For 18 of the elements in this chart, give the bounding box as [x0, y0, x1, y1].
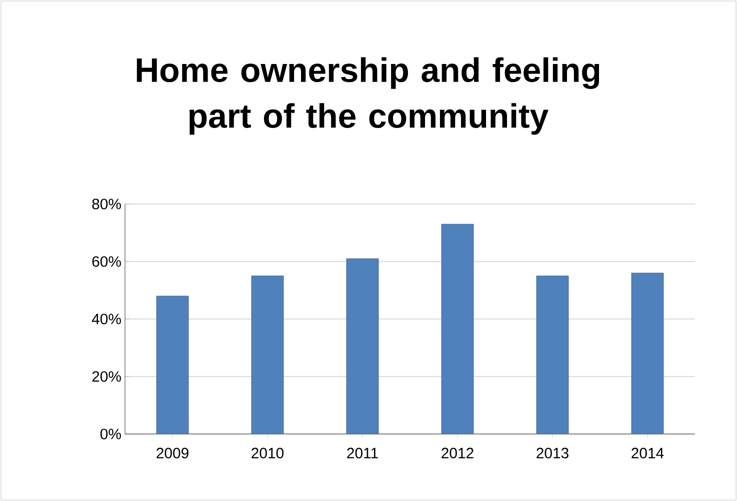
y-tick-label: 40% — [92, 314, 121, 324]
y-tick-label: 80% — [92, 198, 121, 210]
x-tick-label: 2012 — [442, 448, 474, 458]
y-tick-label: 0% — [100, 428, 121, 440]
bar — [536, 276, 569, 434]
x-tick-label: 2011 — [347, 448, 378, 458]
bar — [631, 272, 664, 434]
x-tick-label: 2014 — [632, 448, 664, 458]
x-tick-label: 2009 — [156, 448, 188, 458]
y-tick-label: 20% — [92, 371, 121, 382]
bar — [156, 296, 189, 434]
x-tick-label: 2013 — [536, 448, 568, 458]
bar — [441, 224, 474, 434]
y-tick-label: 60% — [92, 256, 121, 267]
chart-title: Home ownership and feeling part of the community — [136, 57, 600, 135]
bar — [251, 276, 284, 434]
x-tick-label: 2010 — [252, 448, 284, 458]
bar — [346, 258, 379, 434]
